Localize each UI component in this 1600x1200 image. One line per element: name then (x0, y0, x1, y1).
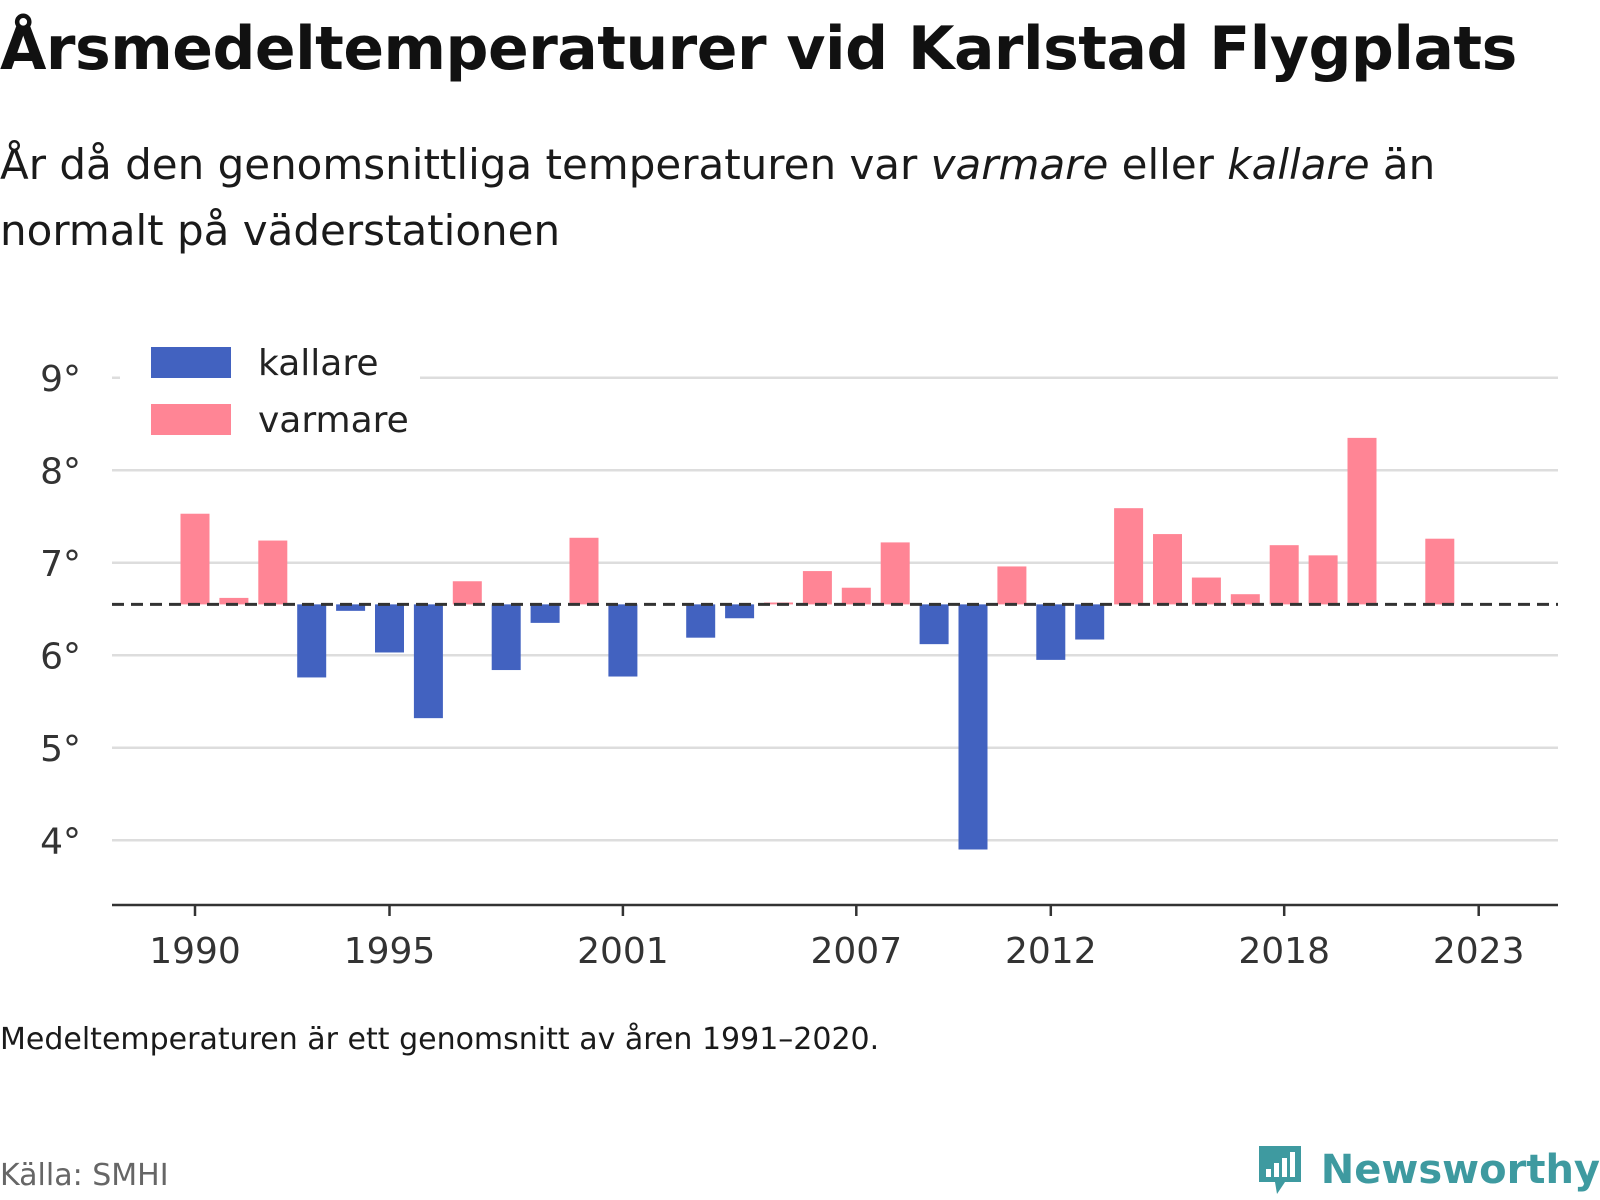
bar-2016 (1191, 577, 1221, 605)
bar-2003 (686, 604, 716, 638)
bar-2007 (841, 587, 871, 605)
bar-1990 (180, 513, 210, 605)
y-tick-label: 6° (40, 636, 81, 677)
bar-1991 (219, 597, 249, 605)
page-subtitle: År då den genomsnittliga temperaturen va… (0, 132, 1560, 264)
legend-label-kallare: kallare (258, 343, 379, 384)
bar-2017 (1230, 594, 1260, 605)
x-tick-label: 2018 (1238, 931, 1330, 972)
temperature-bar-chart: kallare varmare 4° 5° 6° 7° 8° 9° 1990 1995 2001 2… (40, 343, 1558, 972)
bar-1997 (452, 581, 482, 605)
y-tick-label: 5° (40, 729, 81, 770)
bar-1992 (258, 540, 288, 605)
bar-2018 (1269, 545, 1299, 605)
footnote: Medeltemperaturen är ett genomsnitt av å… (0, 1022, 880, 1057)
bar-1999 (530, 604, 560, 623)
y-tick-label: 7° (40, 544, 81, 585)
bar-2014 (1114, 508, 1144, 605)
y-tick-label: 8° (40, 451, 81, 492)
bar-2001 (608, 604, 638, 677)
x-tick-label: 2007 (810, 931, 902, 972)
y-tick-label: 9° (40, 359, 81, 400)
brand-logo[interactable]: Newsworthy (1255, 1140, 1600, 1200)
legend-swatch-kallare (151, 347, 231, 378)
newsworthy-logo-icon (1258, 1146, 1301, 1194)
legend-label-varmare: varmare (258, 400, 409, 441)
bar-2022 (1425, 538, 1455, 605)
bar-2004 (725, 604, 755, 619)
source-credit: Källa: SMHI (0, 1158, 169, 1193)
bar-1994 (336, 604, 366, 611)
bar-1996 (413, 604, 443, 719)
bar-2008 (880, 542, 910, 605)
bar-1998 (491, 604, 521, 671)
bar-1995 (375, 604, 404, 653)
subtitle-text-middle: eller (1108, 140, 1228, 189)
y-tick-label: 4° (40, 821, 81, 862)
bar-2013 (1075, 604, 1105, 640)
x-tick-label: 2001 (577, 931, 669, 972)
bar-2011 (997, 566, 1027, 605)
x-tick-label: 2012 (1005, 931, 1097, 972)
x-tick-label: 1995 (344, 931, 436, 972)
x-tick-label: 1990 (149, 931, 241, 972)
brand-name: Newsworthy (1320, 1147, 1600, 1193)
subtitle-cold-word: kallare (1227, 140, 1370, 189)
subtitle-text-start: År då den genomsnittliga temperaturen va… (0, 140, 931, 189)
bar-2020 (1347, 437, 1377, 605)
x-tick-label: 2023 (1433, 931, 1525, 972)
bar-2019 (1308, 555, 1338, 605)
bar-2015 (1153, 534, 1182, 605)
bar-2009 (919, 604, 949, 645)
bar-2000 (569, 537, 599, 605)
bar-1993 (297, 604, 327, 678)
bar-2006 (802, 571, 832, 605)
legend-swatch-varmare (151, 404, 231, 435)
subtitle-text-end: än normalt på väderstationen (0, 140, 1436, 255)
bar-2010 (958, 604, 988, 850)
bar-2012 (1036, 604, 1066, 660)
subtitle-warm-word: varmare (930, 140, 1109, 189)
page-title: Årsmedeltemperaturer vid Karlstad Flygpl… (0, 14, 1517, 84)
